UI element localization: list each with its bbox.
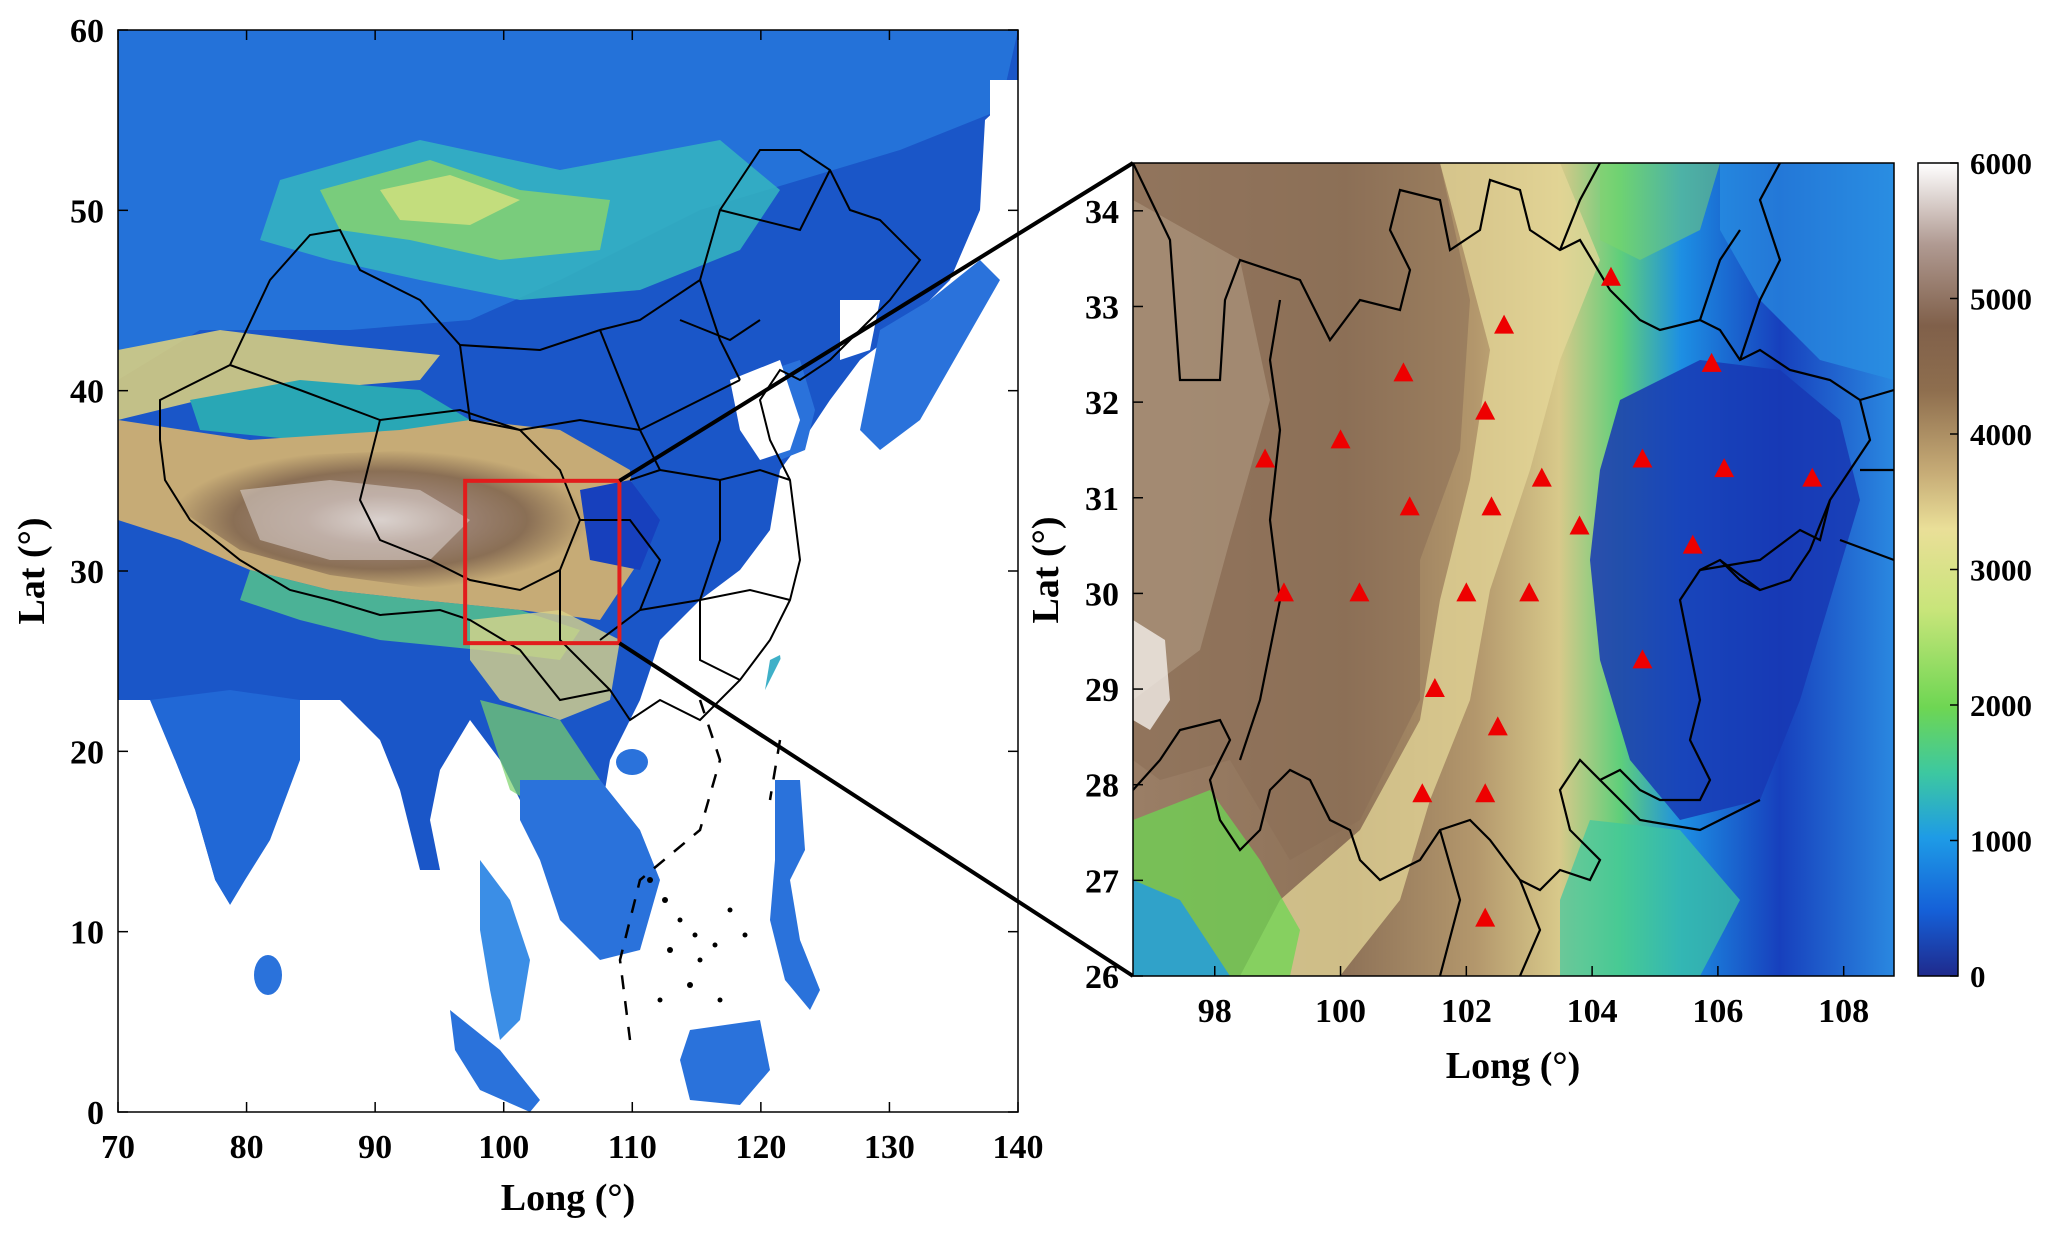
left-y-axis-label: Lat (°) — [11, 517, 53, 624]
left-x-tick-label: 110 — [608, 1129, 657, 1166]
right-y-tick-label: 26 — [1085, 959, 1119, 996]
right-y-tick-label: 33 — [1085, 289, 1119, 326]
left-y-tick-label: 60 — [70, 13, 104, 50]
right-y-tick-label: 32 — [1085, 385, 1119, 422]
station-marker — [1273, 582, 1294, 602]
station-marker — [1349, 582, 1370, 602]
connector-top — [618, 161, 1135, 483]
left-x-axis-label: Long (°) — [501, 1177, 635, 1219]
colorbar: 0 1000 2000 3000 4000 5000 6000 — [1917, 146, 2032, 994]
right-y-ticks: 26 27 28 29 30 31 32 33 34 — [1085, 194, 1143, 996]
right-map-terrain — [1133, 163, 1894, 976]
right-y-tick-label: 28 — [1085, 768, 1119, 805]
colorbar-tick-label: 4000 — [1970, 417, 2032, 452]
right-y-tick-label: 29 — [1085, 672, 1119, 709]
station-marker — [1682, 534, 1703, 554]
station-marker — [1487, 716, 1508, 736]
highlight-box — [463, 478, 622, 646]
right-map: 98 100 102 104 106 108 26 27 28 29 30 31 32 33 34 Lon… — [1025, 162, 1895, 1087]
left-x-tick-label: 130 — [864, 1129, 915, 1166]
station-marker — [1475, 907, 1496, 927]
right-x-tick-label: 102 — [1441, 993, 1492, 1030]
station-marker — [1519, 582, 1540, 602]
right-y-tick-label: 34 — [1085, 194, 1119, 231]
left-x-tick-label: 100 — [478, 1129, 529, 1166]
station-marker — [1531, 467, 1552, 487]
colorbar-tick-label: 6000 — [1970, 146, 2032, 181]
station-marker — [1424, 678, 1445, 698]
station-marker — [1393, 362, 1414, 382]
left-y-tick-label: 30 — [70, 554, 104, 591]
colorbar-tick-label: 5000 — [1970, 282, 2032, 317]
station-marker — [1569, 515, 1590, 535]
colorbar-ticks: 0 1000 2000 3000 4000 5000 6000 — [1950, 146, 2032, 994]
right-x-tick-label: 108 — [1818, 993, 1869, 1030]
station-marker — [1475, 400, 1496, 420]
left-x-tick-label: 80 — [230, 1129, 264, 1166]
station-marker — [1701, 352, 1722, 372]
right-x-tick-label: 98 — [1198, 993, 1232, 1030]
station-marker — [1412, 783, 1433, 803]
left-y-tick-label: 10 — [70, 915, 104, 952]
left-y-tick-label: 40 — [70, 374, 104, 411]
right-y-tick-label: 31 — [1085, 481, 1119, 518]
left-y-ticks: 0 10 20 30 40 50 60 — [70, 13, 1018, 1132]
right-x-axis-label: Long (°) — [1446, 1045, 1580, 1087]
right-y-tick-label: 30 — [1085, 576, 1119, 613]
station-marker — [1330, 429, 1351, 449]
right-x-tick-label: 106 — [1692, 993, 1743, 1030]
station-marker — [1600, 266, 1621, 286]
colorbar-tick-label: 3000 — [1970, 553, 2032, 588]
left-y-tick-label: 0 — [87, 1095, 104, 1132]
station-marker — [1494, 314, 1515, 334]
station-marker — [1632, 649, 1653, 669]
station-marker — [1714, 458, 1735, 478]
station-marker — [1802, 467, 1823, 487]
connector-bottom — [618, 641, 1135, 978]
station-markers — [1255, 266, 1823, 927]
colorbar-tick-label: 2000 — [1970, 688, 2032, 723]
right-x-ticks: 98 100 102 104 106 108 — [1198, 966, 1869, 1030]
station-marker — [1475, 783, 1496, 803]
station-marker — [1456, 582, 1477, 602]
station-marker — [1632, 448, 1653, 468]
right-y-tick-label: 27 — [1085, 863, 1119, 900]
right-y-axis-label: Lat (°) — [1025, 516, 1067, 623]
left-x-tick-label: 120 — [735, 1129, 786, 1166]
left-map: 70 80 90 100 110 120 130 140 0 10 20 30 40 50 60 Long… — [11, 13, 1044, 1219]
left-x-tick-label: 70 — [101, 1129, 135, 1166]
left-y-tick-label: 20 — [70, 734, 104, 771]
left-x-tick-label: 140 — [993, 1129, 1044, 1166]
station-marker — [1255, 448, 1276, 468]
station-marker — [1481, 496, 1502, 516]
right-x-tick-label: 100 — [1315, 993, 1366, 1030]
right-map-frame — [1132, 162, 1895, 977]
colorbar-tick-label: 1000 — [1970, 824, 2032, 859]
colorbar-tick-label: 0 — [1970, 959, 1986, 994]
right-x-tick-label: 104 — [1567, 993, 1618, 1030]
left-x-tick-label: 90 — [358, 1129, 392, 1166]
zoom-connector-lines — [618, 161, 1135, 978]
left-map-terrain — [118, 30, 1018, 1112]
left-x-ticks: 70 80 90 100 110 120 130 140 — [101, 30, 1044, 1166]
station-marker — [1399, 496, 1420, 516]
left-y-tick-label: 50 — [70, 193, 104, 230]
